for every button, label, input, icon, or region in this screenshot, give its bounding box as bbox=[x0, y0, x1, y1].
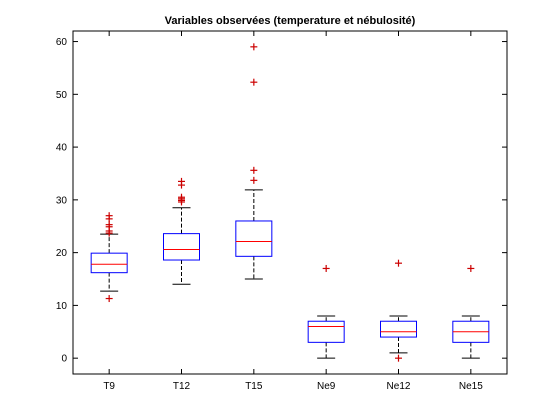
x-tick-label: Ne9 bbox=[317, 381, 336, 392]
iqr-box bbox=[91, 253, 127, 273]
outlier-marker bbox=[250, 167, 257, 174]
outlier-marker bbox=[178, 194, 185, 201]
outlier-marker bbox=[395, 260, 402, 267]
outlier-marker bbox=[178, 178, 185, 185]
outlier-marker bbox=[323, 265, 330, 272]
y-tick-label: 60 bbox=[56, 37, 68, 48]
boxes-group bbox=[91, 43, 489, 361]
iqr-box bbox=[164, 234, 200, 260]
box-ne15 bbox=[453, 265, 489, 358]
y-tick-label: 20 bbox=[56, 248, 68, 259]
y-tick-label: 40 bbox=[56, 143, 68, 154]
x-tick-label: T12 bbox=[173, 381, 191, 392]
x-tick-label: T9 bbox=[103, 381, 115, 392]
outlier-marker bbox=[467, 265, 474, 272]
box-ne12 bbox=[381, 260, 417, 362]
chart-title: Variables observées (temperature et nébu… bbox=[165, 15, 416, 27]
x-axis: T9 T12 T15 Ne9 Ne12 Ne15 bbox=[103, 31, 483, 392]
y-tick-label: 10 bbox=[56, 301, 68, 312]
y-tick-label: 50 bbox=[56, 90, 68, 101]
outlier-marker bbox=[250, 177, 257, 184]
outlier-marker bbox=[106, 212, 113, 219]
iqr-box bbox=[236, 221, 272, 256]
y-axis: 0 10 20 30 40 50 60 bbox=[56, 37, 507, 365]
x-tick-label: T15 bbox=[245, 381, 263, 392]
box-t12 bbox=[164, 178, 200, 284]
iqr-box bbox=[381, 321, 417, 337]
plot-frame bbox=[73, 31, 507, 374]
box-t9 bbox=[91, 212, 127, 302]
x-tick-label: Ne15 bbox=[459, 381, 483, 392]
outlier-marker bbox=[250, 43, 257, 50]
box-t15 bbox=[236, 43, 272, 279]
y-tick-label: 30 bbox=[56, 195, 68, 206]
x-tick-label: Ne12 bbox=[387, 381, 411, 392]
y-tick-label: 0 bbox=[61, 354, 67, 365]
outlier-marker bbox=[106, 295, 113, 302]
outlier-marker bbox=[395, 355, 402, 362]
outlier-marker bbox=[250, 79, 257, 86]
iqr-box bbox=[308, 321, 344, 342]
box-ne9 bbox=[308, 265, 344, 358]
